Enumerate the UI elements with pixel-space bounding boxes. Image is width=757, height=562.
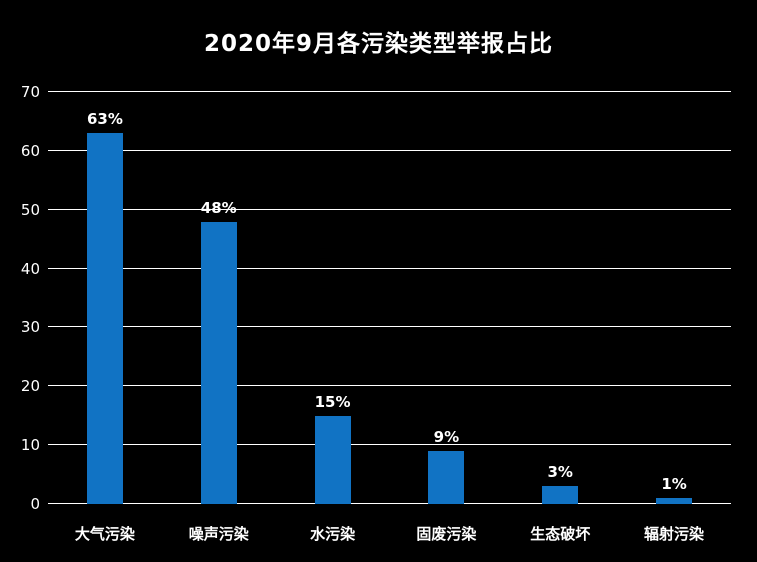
- bar-column: 3%: [503, 92, 617, 504]
- x-tick-label: 大气污染: [74, 525, 135, 543]
- plot-area: 0 10 20 30 40 50 60 70 63% 48% 15% 9% 3% 1%: [21, 83, 731, 513]
- bar-column: 63%: [48, 92, 162, 504]
- y-tick-label: 60: [20, 141, 40, 160]
- x-axis-labels: 大气污染 噪声污染 水污染 固废污染 生态破坏 辐射污染: [48, 523, 731, 544]
- y-tick-label: 50: [20, 200, 40, 219]
- bar: [314, 415, 351, 504]
- bar-column: 15%: [276, 92, 390, 504]
- y-tick-label: 40: [20, 259, 40, 278]
- y-tick-label: 70: [20, 83, 40, 101]
- x-tick-label: 噪声污染: [188, 525, 249, 543]
- bar-column: 48%: [162, 92, 276, 504]
- y-tick-label: 30: [20, 318, 40, 337]
- gridline: [48, 326, 731, 328]
- gridline: [48, 503, 731, 504]
- gridline: [48, 385, 731, 387]
- y-tick-label: 0: [30, 495, 40, 513]
- bar-column: 1%: [617, 92, 731, 504]
- bar-value-label: 48%: [200, 198, 237, 217]
- gridline: [48, 208, 731, 210]
- bar-value-label: 3%: [547, 463, 573, 482]
- bar: [86, 133, 123, 504]
- gridline: [48, 444, 731, 446]
- x-tick-label: 生态破坏: [530, 525, 591, 543]
- gridline: [48, 267, 731, 269]
- bar: [542, 486, 579, 504]
- bars-row: 63% 48% 15% 9% 3% 1%: [48, 92, 731, 504]
- bar-value-label: 63%: [86, 110, 123, 129]
- bar-column: 9%: [389, 92, 503, 504]
- gridline: [48, 91, 731, 92]
- gridline: [48, 149, 731, 151]
- x-tick-label: 固废污染: [416, 525, 477, 543]
- x-tick-label: 辐射污染: [644, 525, 705, 543]
- bar-value-label: 9%: [433, 428, 460, 447]
- bar-value-label: 15%: [314, 392, 351, 411]
- x-tick-label: 水污染: [310, 525, 356, 543]
- y-tick-label: 20: [20, 377, 40, 396]
- chart-title: 2020年9月各污染类型举报占比: [203, 31, 554, 57]
- y-tick-label: 10: [20, 436, 40, 455]
- bar-value-label: 1%: [661, 475, 687, 494]
- bar: [656, 498, 693, 504]
- bar: [200, 221, 237, 504]
- bar: [428, 451, 465, 504]
